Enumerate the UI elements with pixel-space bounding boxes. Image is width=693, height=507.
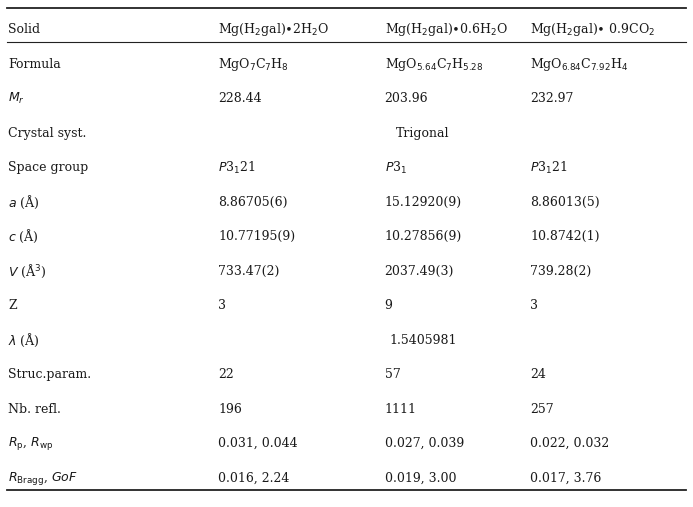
Text: $V$ (Å$^3$): $V$ (Å$^3$) bbox=[8, 263, 46, 280]
Text: 0.022, 0.032: 0.022, 0.032 bbox=[530, 437, 609, 450]
Text: 3: 3 bbox=[218, 299, 227, 312]
Text: 10.77195(9): 10.77195(9) bbox=[218, 230, 295, 243]
Text: 0.016, 2.24: 0.016, 2.24 bbox=[218, 472, 290, 485]
Text: MgO$_{5.64}$C$_7$H$_{5.28}$: MgO$_{5.64}$C$_7$H$_{5.28}$ bbox=[385, 56, 483, 73]
Text: 733.47(2): 733.47(2) bbox=[218, 265, 280, 278]
Text: Space group: Space group bbox=[8, 161, 89, 174]
Text: $R_\mathrm{Bragg}$, $\mathit{GoF}$: $R_\mathrm{Bragg}$, $\mathit{GoF}$ bbox=[8, 469, 78, 487]
Text: 739.28(2): 739.28(2) bbox=[530, 265, 591, 278]
Text: $P$3$_1$21: $P$3$_1$21 bbox=[218, 160, 256, 176]
Text: $c$ (Å): $c$ (Å) bbox=[8, 228, 39, 245]
Text: MgO$_7$C$_7$H$_8$: MgO$_7$C$_7$H$_8$ bbox=[218, 56, 289, 73]
Text: 0.027, 0.039: 0.027, 0.039 bbox=[385, 437, 464, 450]
Text: 24: 24 bbox=[530, 368, 546, 381]
Text: 10.8742(1): 10.8742(1) bbox=[530, 230, 599, 243]
Text: 0.017, 3.76: 0.017, 3.76 bbox=[530, 472, 602, 485]
Text: 10.27856(9): 10.27856(9) bbox=[385, 230, 462, 243]
Text: 8.86013(5): 8.86013(5) bbox=[530, 196, 599, 209]
Text: 9: 9 bbox=[385, 299, 392, 312]
Text: $\lambda$ (Å): $\lambda$ (Å) bbox=[8, 332, 40, 349]
Text: Trigonal: Trigonal bbox=[396, 127, 450, 140]
Text: $a$ (Å): $a$ (Å) bbox=[8, 194, 40, 211]
Text: 232.97: 232.97 bbox=[530, 92, 574, 105]
Text: Mg(H$_2$gal)$\bullet$2H$_2$O: Mg(H$_2$gal)$\bullet$2H$_2$O bbox=[218, 21, 330, 39]
Text: $M_\mathit{r}$: $M_\mathit{r}$ bbox=[8, 91, 25, 106]
Text: Crystal syst.: Crystal syst. bbox=[8, 127, 87, 140]
Text: 257: 257 bbox=[530, 403, 554, 416]
Text: 203.96: 203.96 bbox=[385, 92, 428, 105]
Text: 3: 3 bbox=[530, 299, 538, 312]
Text: Struc.param.: Struc.param. bbox=[8, 368, 91, 381]
Text: 228.44: 228.44 bbox=[218, 92, 262, 105]
Text: Nb. refl.: Nb. refl. bbox=[8, 403, 61, 416]
Text: $R_\mathrm{p}$, $R_\mathrm{wp}$: $R_\mathrm{p}$, $R_\mathrm{wp}$ bbox=[8, 435, 53, 452]
Text: 22: 22 bbox=[218, 368, 234, 381]
Text: $P$3$_1$: $P$3$_1$ bbox=[385, 160, 407, 176]
Text: 15.12920(9): 15.12920(9) bbox=[385, 196, 462, 209]
Text: Formula: Formula bbox=[8, 58, 61, 71]
Text: $P$3$_1$21: $P$3$_1$21 bbox=[530, 160, 568, 176]
Text: 0.031, 0.044: 0.031, 0.044 bbox=[218, 437, 298, 450]
Text: 1111: 1111 bbox=[385, 403, 416, 416]
Text: 57: 57 bbox=[385, 368, 401, 381]
Text: 196: 196 bbox=[218, 403, 242, 416]
Text: 1.5405981: 1.5405981 bbox=[389, 334, 457, 347]
Text: Z: Z bbox=[8, 299, 17, 312]
Text: 8.86705(6): 8.86705(6) bbox=[218, 196, 288, 209]
Text: Mg(H$_2$gal)$\bullet$0.6H$_2$O: Mg(H$_2$gal)$\bullet$0.6H$_2$O bbox=[385, 21, 508, 39]
Text: Mg(H$_2$gal)$\bullet$ 0.9CO$_2$: Mg(H$_2$gal)$\bullet$ 0.9CO$_2$ bbox=[530, 21, 656, 39]
Text: MgO$_{6.84}$C$_{7.92}$H$_4$: MgO$_{6.84}$C$_{7.92}$H$_4$ bbox=[530, 56, 629, 73]
Text: 0.019, 3.00: 0.019, 3.00 bbox=[385, 472, 456, 485]
Text: 2037.49(3): 2037.49(3) bbox=[385, 265, 454, 278]
Text: Solid: Solid bbox=[8, 23, 40, 37]
